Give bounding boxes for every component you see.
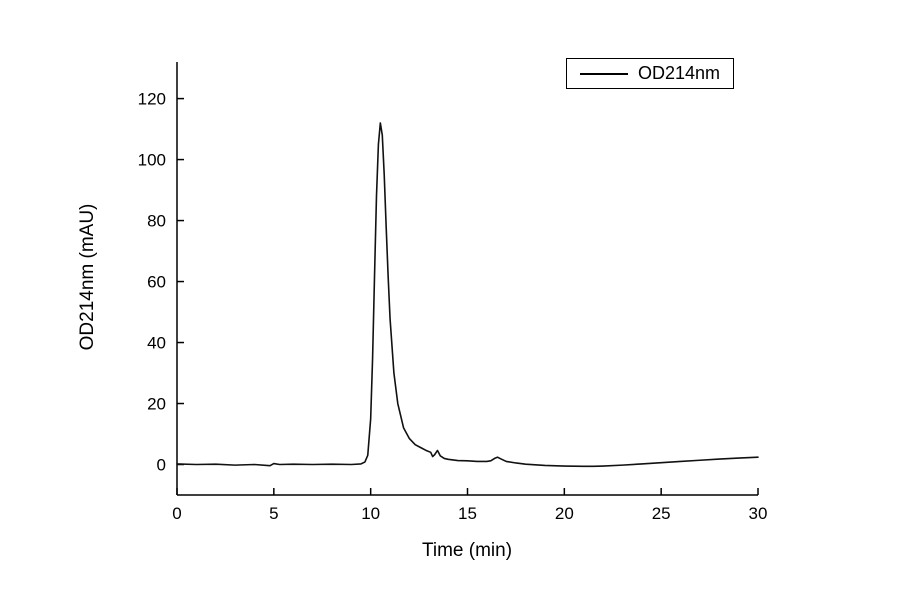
x-tick-label: 25 [652,504,671,523]
y-axis-title: OD214nm (mAU) [77,203,98,351]
y-tick-label: 40 [147,333,166,352]
series-line-od214nm [176,122,759,468]
x-tick-label: 0 [172,504,181,523]
y-tick-label: 60 [147,272,166,291]
y-tick-label: 0 [157,455,166,474]
x-axis-title: Time (min) [421,540,513,561]
x-tick-label: 15 [458,504,477,523]
legend-series-label: OD214nm [638,63,721,83]
x-tick-label: 20 [555,504,574,523]
y-tick-label: 120 [138,90,166,109]
y-tick-label: 20 [147,394,166,413]
y-tick-label: 100 [138,151,166,170]
legend-box: OD214nm [566,58,735,89]
x-tick-label: 10 [361,504,380,523]
x-tick-label: 5 [269,504,278,523]
x-tick-label: 30 [749,504,768,523]
legend-line-sample [580,72,628,75]
y-tick-label: 80 [147,212,166,231]
